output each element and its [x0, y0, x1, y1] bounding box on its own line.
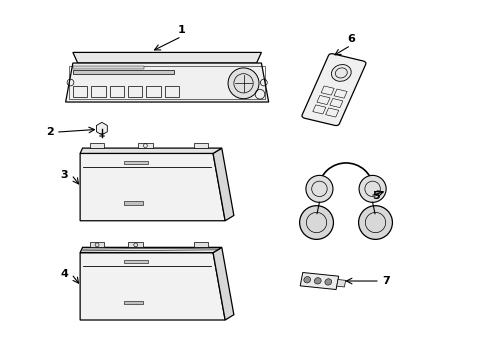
Ellipse shape [299, 206, 333, 239]
Ellipse shape [314, 278, 321, 284]
Text: 1: 1 [178, 25, 185, 35]
Bar [312, 105, 325, 114]
Bar [193, 143, 208, 148]
Bar [336, 279, 345, 287]
Polygon shape [213, 148, 233, 221]
Bar [138, 143, 152, 148]
Bar [146, 86, 161, 97]
Text: 4: 4 [60, 269, 68, 279]
Bar [128, 242, 142, 247]
Bar [109, 86, 124, 97]
Ellipse shape [303, 276, 310, 283]
Bar [69, 66, 264, 99]
Text: 6: 6 [346, 33, 354, 44]
Ellipse shape [358, 206, 392, 239]
Bar [123, 301, 142, 304]
Text: 3: 3 [61, 170, 68, 180]
Polygon shape [80, 153, 224, 221]
Bar [316, 95, 329, 104]
Bar [329, 99, 342, 108]
Bar [123, 161, 147, 164]
Ellipse shape [324, 279, 331, 285]
Bar [333, 89, 346, 98]
Polygon shape [213, 247, 233, 320]
Bar [73, 86, 87, 97]
Bar [123, 260, 147, 263]
Ellipse shape [305, 175, 332, 202]
Ellipse shape [227, 68, 259, 99]
Bar [90, 242, 104, 247]
Bar [325, 108, 338, 117]
Polygon shape [65, 63, 268, 102]
Bar [91, 86, 105, 97]
Ellipse shape [358, 175, 386, 202]
Text: 2: 2 [46, 127, 53, 137]
Polygon shape [96, 122, 107, 135]
FancyBboxPatch shape [301, 54, 365, 126]
Bar [123, 201, 142, 205]
Bar [73, 71, 174, 74]
Bar [164, 86, 179, 97]
Text: 5: 5 [372, 191, 380, 201]
Text: 7: 7 [382, 276, 389, 286]
Polygon shape [80, 247, 222, 253]
Bar [321, 86, 333, 95]
Bar [73, 66, 143, 69]
Bar [193, 242, 208, 247]
Polygon shape [73, 53, 261, 63]
Bar [90, 143, 104, 148]
Bar [128, 86, 142, 97]
Ellipse shape [331, 64, 350, 81]
Polygon shape [80, 253, 224, 320]
Bar [300, 273, 338, 289]
Polygon shape [80, 148, 222, 153]
